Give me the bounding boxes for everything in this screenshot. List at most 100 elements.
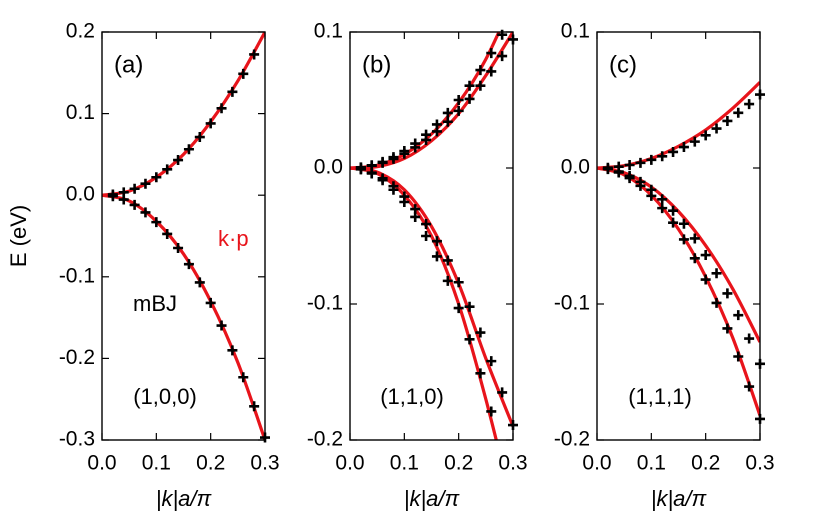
data-point: [355, 164, 366, 175]
curve: [597, 166, 760, 417]
data-point: [388, 181, 399, 192]
data-point: [635, 176, 646, 187]
data-point: [613, 166, 624, 177]
x-tick-label: 0.3: [498, 452, 527, 475]
x-tick-label: 0.3: [250, 452, 279, 475]
data-point: [744, 99, 755, 110]
data-point: [657, 203, 668, 214]
data-point: [711, 123, 722, 134]
data-point: [657, 194, 668, 205]
data-point: [194, 132, 205, 143]
data-point: [678, 142, 689, 153]
curve: [597, 81, 760, 170]
data-point: [475, 327, 486, 338]
y-axis-label: E (eV): [6, 205, 31, 267]
y-tick-label: -0.2: [554, 428, 590, 451]
data-point: [646, 184, 657, 195]
data-point: [689, 136, 700, 147]
x-axis-label: |k|a/π: [404, 486, 461, 511]
data-point: [657, 151, 668, 162]
data-point: [205, 118, 216, 129]
x-tick-label: 0.2: [691, 452, 720, 475]
data-point: [442, 255, 453, 266]
data-point: [431, 251, 442, 262]
series-label: mBJ: [133, 291, 177, 316]
curve: [350, 32, 513, 170]
data-point: [377, 173, 388, 184]
data-point: [442, 116, 453, 127]
data-point: [464, 334, 475, 345]
plot-frame: [596, 31, 761, 441]
data-point: [421, 219, 432, 230]
data-point: [227, 86, 238, 97]
data-point: [464, 301, 475, 312]
data-point: [107, 191, 118, 202]
y-tick-label: 0.1: [561, 20, 590, 43]
data-point: [668, 146, 679, 157]
data-point: [700, 250, 711, 261]
data-point: [249, 49, 260, 60]
panel-label: (c): [609, 51, 637, 78]
data-point: [183, 259, 194, 270]
curve: [350, 166, 498, 440]
y-tick-label: -0.3: [59, 428, 95, 451]
data-point: [624, 170, 635, 181]
data-point: [497, 387, 508, 398]
y-tick-label: -0.1: [59, 264, 95, 287]
data-point: [464, 93, 475, 104]
x-tick-label: 0.0: [87, 452, 116, 475]
data-point: [486, 406, 497, 417]
data-point: [249, 401, 260, 412]
data-point: [140, 178, 151, 189]
data-point: [497, 29, 508, 40]
data-point: [646, 154, 657, 165]
data-point: [486, 66, 497, 77]
data-point: [118, 194, 129, 205]
plot-frame: [349, 31, 514, 441]
data-point: [744, 333, 755, 344]
data-point: [722, 115, 733, 126]
x-tick-label: 0.3: [745, 452, 774, 475]
data-point: [668, 205, 679, 216]
data-point: [216, 103, 227, 114]
data-point: [399, 148, 410, 159]
data-point: [678, 234, 689, 245]
data-point: [129, 199, 140, 210]
data-point: [194, 277, 205, 288]
data-point: [678, 218, 689, 229]
data-point: [689, 253, 700, 264]
direction-label: (1,0,0): [133, 384, 197, 409]
data-point: [744, 381, 755, 392]
data-point: [453, 303, 464, 314]
data-point: [366, 167, 377, 178]
plot-frame: [101, 31, 266, 441]
y-tick-label: 0.1: [66, 101, 95, 124]
x-tick-label: 0.1: [390, 452, 419, 475]
data-point: [410, 142, 421, 153]
data-point: [689, 233, 700, 244]
data-point: [183, 144, 194, 155]
x-tick-label: 0.1: [142, 452, 171, 475]
data-point: [700, 274, 711, 285]
data-point: [453, 105, 464, 116]
y-tick-label: -0.2: [59, 346, 95, 369]
y-tick-label: 0.0: [561, 156, 590, 179]
data-point: [711, 268, 722, 279]
data-point: [475, 368, 486, 379]
data-point: [238, 68, 249, 79]
data-point: [399, 191, 410, 202]
curve: [102, 32, 265, 197]
data-point: [475, 80, 486, 91]
data-point: [700, 130, 711, 141]
data-point: [733, 310, 744, 321]
data-point: [205, 297, 216, 308]
data-point: [173, 242, 184, 253]
direction-label: (1,1,1): [628, 384, 692, 409]
data-point: [421, 134, 432, 145]
x-axis-label: |k|a/π: [651, 486, 708, 511]
data-point: [733, 107, 744, 118]
data-point: [711, 297, 722, 308]
data-point: [722, 288, 733, 299]
data-point: [421, 231, 432, 241]
